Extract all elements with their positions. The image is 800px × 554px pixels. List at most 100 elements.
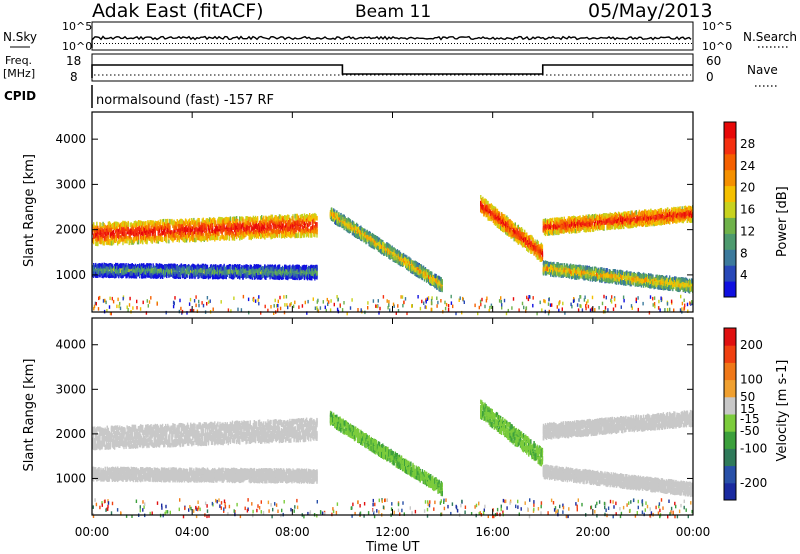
nsearch-dot — [214, 43, 215, 44]
nsearch-dot — [583, 43, 584, 44]
echo-cell — [113, 233, 116, 238]
echo-cell — [203, 222, 205, 228]
nsearch-dot — [595, 43, 596, 44]
echo-cell — [189, 237, 191, 243]
echo-cell — [182, 231, 185, 236]
echo-cell — [120, 225, 122, 230]
nsearch-dot — [412, 43, 413, 44]
echo-cell — [97, 241, 99, 247]
echo-cell — [168, 238, 170, 244]
nsearch-dot — [223, 43, 224, 44]
echo-cell — [131, 240, 133, 245]
nsearch-dot — [622, 43, 623, 44]
nsearch-dot — [649, 43, 650, 44]
echo-cell — [197, 217, 199, 223]
echo-cell — [151, 223, 153, 228]
nsearch-dot — [322, 43, 323, 44]
echo-cell — [126, 229, 128, 235]
nsearch-dot — [166, 43, 167, 44]
echo-cell — [144, 237, 146, 243]
echo-cell — [130, 222, 132, 227]
nsearch-dot — [571, 43, 572, 44]
echo-cell — [179, 230, 181, 236]
nsearch-dot — [154, 43, 155, 44]
echo-cell — [95, 228, 97, 233]
nsearch-dot — [343, 43, 344, 44]
nsearch-dot — [676, 43, 677, 44]
echo-cell — [196, 232, 198, 238]
echo-cell — [158, 222, 161, 227]
echo-cell — [183, 227, 186, 232]
echo-cell — [152, 224, 154, 229]
nsearch-dot — [97, 43, 98, 44]
echo-cell — [176, 219, 178, 224]
echo-cell — [176, 229, 178, 235]
nsearch-dot — [208, 43, 209, 44]
nsearch-dot — [172, 43, 173, 44]
echo-cell — [174, 221, 176, 226]
echo-cell — [163, 218, 165, 224]
echo-cell — [195, 226, 197, 232]
echo-cell — [131, 229, 133, 235]
echo-cell — [135, 223, 138, 228]
echo-cell — [316, 265, 318, 271]
echo-cell — [107, 239, 110, 244]
echo-cell — [201, 218, 203, 223]
echo-cell — [206, 222, 209, 227]
echo-cell — [129, 238, 131, 243]
echo-cell — [157, 220, 160, 225]
nsearch-dot — [106, 43, 107, 44]
echo-cell — [106, 225, 108, 230]
nsearch-dot — [139, 43, 140, 44]
echo-cell — [148, 230, 150, 236]
nsearch-dot — [532, 43, 533, 44]
echo-cell — [163, 225, 165, 230]
nsearch-dot — [364, 43, 365, 44]
nsearch-dot — [151, 43, 152, 44]
echo-cell — [169, 233, 171, 239]
echo-cell — [124, 222, 126, 227]
nsearch-dot — [142, 43, 143, 44]
echo-cell — [202, 217, 204, 223]
nsearch-dot — [373, 43, 374, 44]
echo-cell — [145, 230, 147, 236]
echo-cell — [256, 216, 259, 221]
nsearch-dot — [163, 43, 164, 44]
nsearch-dot — [169, 43, 170, 44]
echo-cell — [127, 226, 129, 232]
nsearch-dot — [205, 43, 206, 44]
echo-cell — [188, 225, 190, 230]
echo-cell — [198, 226, 200, 232]
nsearch-dot — [559, 43, 560, 44]
echo-cell — [96, 232, 98, 237]
echo-cell — [129, 234, 131, 240]
echo-cell — [164, 232, 166, 237]
echo-cell — [190, 236, 192, 241]
nsearch-dot — [349, 43, 350, 44]
nsearch-dot — [160, 43, 161, 44]
echo-cell — [195, 231, 197, 237]
echo-cell — [167, 218, 169, 224]
echo-cell — [172, 223, 174, 228]
echo-cell — [95, 236, 97, 241]
echo-cell — [95, 225, 97, 231]
echo-cell — [182, 220, 185, 225]
echo-cell — [109, 233, 112, 238]
power-echo-marks — [92, 195, 694, 316]
echo-cell — [184, 238, 187, 243]
echo-cell — [133, 237, 136, 242]
nsearch-dot — [271, 43, 272, 44]
echo-cell — [142, 226, 144, 231]
nsearch-dot — [355, 43, 356, 44]
nsearch-tick-bottom: 10^0 — [702, 40, 732, 53]
echo-cell — [316, 230, 318, 235]
echo-cell — [166, 236, 168, 242]
cpid-label: CPID — [4, 89, 36, 103]
echo-cell — [116, 236, 118, 242]
echo-cell — [105, 236, 107, 241]
nsearch-dot — [397, 43, 398, 44]
echo-cell — [181, 219, 184, 224]
echo-cell — [103, 223, 105, 228]
echo-cell — [115, 225, 117, 231]
